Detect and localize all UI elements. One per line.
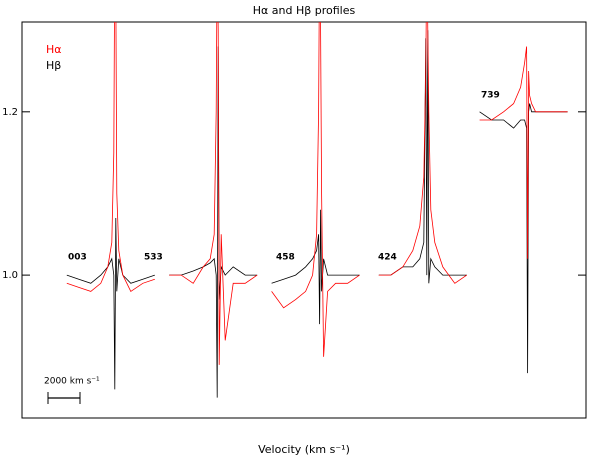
profile-label: 003 [68, 253, 87, 263]
profile-label: 458 [276, 253, 295, 263]
x-axis-label: Velocity (km s⁻¹) [258, 443, 350, 456]
profile-line [66, 30, 568, 398]
plot-area [66, 22, 568, 398]
profile-label: 533 [144, 253, 163, 263]
chart-title: Hα and Hβ profiles [253, 4, 356, 17]
profile-label: 739 [481, 91, 500, 101]
legend-entry: Hβ [46, 59, 61, 72]
plot-frame [21, 21, 587, 419]
y-tick-label: 1.0 [2, 270, 18, 281]
legend-entry: Hα [46, 43, 62, 56]
scale-bar-label: 2000 km s⁻¹ [44, 377, 100, 387]
profile-label: 424 [378, 253, 397, 263]
y-tick-label: 1.2 [2, 107, 18, 118]
profile-line [66, 22, 568, 365]
